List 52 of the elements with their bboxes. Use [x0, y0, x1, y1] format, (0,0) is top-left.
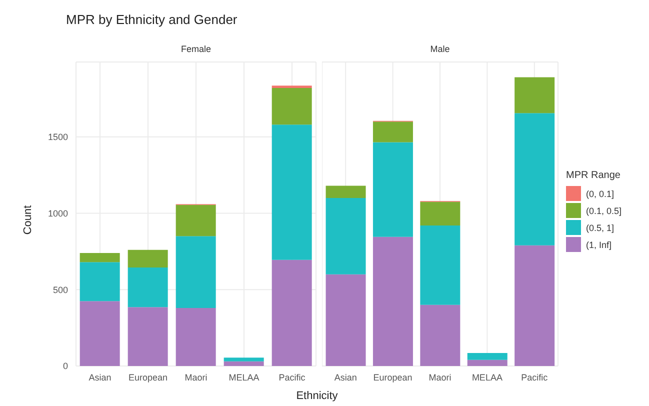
bar — [80, 262, 120, 302]
bar — [176, 204, 216, 236]
x-tick-label: Asian — [334, 372, 357, 382]
x-tick-label: European — [128, 372, 168, 382]
y-tick-label: 1500 — [48, 132, 68, 142]
legend-label: (0.1, 0.5] — [586, 206, 622, 216]
bar — [372, 142, 413, 237]
bar — [128, 267, 168, 308]
bar — [176, 236, 216, 308]
legend-label: (0, 0.1] — [586, 188, 614, 198]
y-tick-label: 500 — [52, 284, 68, 295]
bar — [514, 113, 555, 246]
bar — [420, 304, 460, 366]
bar — [372, 236, 413, 366]
chart-subtitle: Female — [180, 44, 212, 54]
bar — [326, 274, 366, 366]
x-tick-label: Asian — [88, 372, 112, 382]
y-tick-label: 0 — [62, 361, 68, 372]
bar — [80, 301, 120, 366]
x-tick-label: Maori — [184, 372, 208, 382]
bar — [128, 250, 168, 268]
legend-label: (1, Inf] — [586, 240, 612, 250]
x-tick-label: MELAA — [472, 372, 502, 382]
x-tick-label: MELAA — [228, 372, 260, 382]
chart-title: MPR by Ethnicity and Gender — [66, 12, 238, 27]
x-axis-title: Ethnicity — [295, 390, 339, 402]
bar — [514, 77, 555, 114]
y-axis-title: Count — [22, 205, 34, 235]
bar — [272, 124, 312, 260]
bar — [128, 307, 168, 366]
bar — [467, 360, 508, 366]
bar — [80, 252, 120, 262]
bar — [467, 353, 508, 360]
x-tick-label: Maori — [428, 372, 452, 382]
bar — [272, 88, 312, 125]
bar — [176, 308, 216, 366]
bar — [514, 245, 555, 366]
bar — [420, 225, 460, 305]
chart-subtitle: Male — [429, 44, 451, 54]
bar — [420, 202, 460, 226]
bar — [326, 186, 366, 198]
y-tick-label: 1000 — [48, 208, 68, 218]
bar — [224, 358, 264, 362]
x-tick-label: Pacific — [521, 372, 548, 382]
bar — [326, 198, 366, 274]
legend-title: MPR Range — [566, 170, 622, 181]
bar — [372, 122, 413, 142]
bar — [272, 260, 312, 366]
legend-label: (0.5, 1] — [586, 222, 614, 232]
x-tick-label: European — [373, 372, 412, 382]
bar — [224, 361, 264, 366]
x-tick-label: Pacific — [278, 372, 306, 382]
